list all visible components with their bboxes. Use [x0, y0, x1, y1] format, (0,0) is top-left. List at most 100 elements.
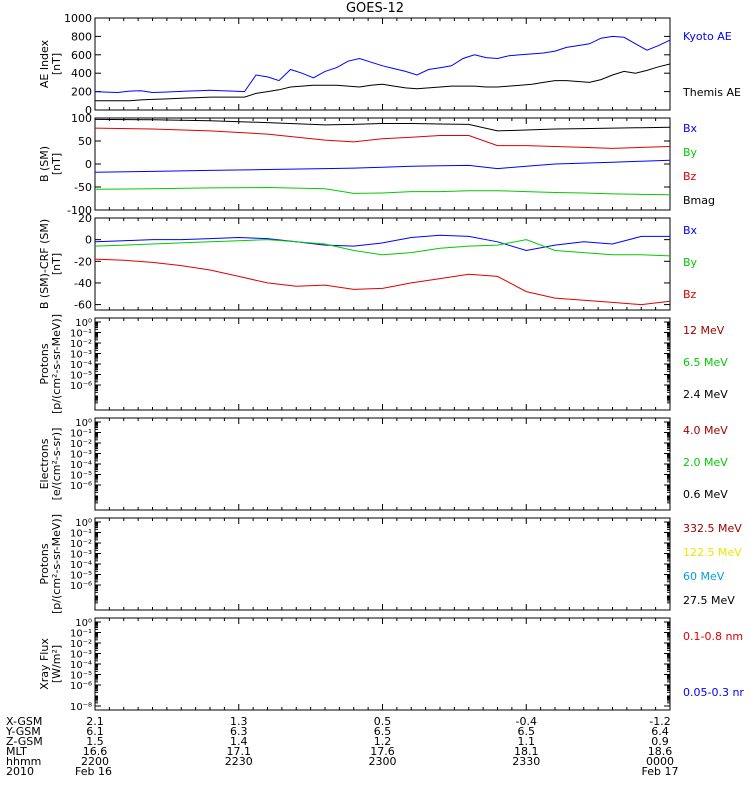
- legend-label: 122.5 MeV: [683, 546, 742, 559]
- series-line-bx: [94, 234, 670, 252]
- panel-6-ytick-label: 10⁻⁵: [70, 571, 92, 582]
- panel-7-ytick-label: 10⁻⁶: [70, 681, 92, 692]
- legend-label: Kyoto AE: [683, 30, 732, 43]
- panel-1-ytick-label: 1000: [64, 12, 92, 25]
- ephemeris-value: 1.4: [230, 735, 248, 748]
- panel-6-ytick-label: 10⁻¹: [70, 529, 92, 540]
- legend-label: 2.0 MeV: [683, 456, 728, 469]
- panel-5-ytick-label: 10⁻⁴: [70, 460, 92, 471]
- legend-label: 0.05-0.3 nr: [683, 686, 744, 699]
- ephemeris-value: 2200: [81, 755, 109, 768]
- legend-label: Bmag: [683, 194, 715, 207]
- legend-label: Themis AE: [682, 86, 741, 99]
- panel-1-ytick-label: 200: [71, 86, 92, 99]
- legend-label: 0.1-0.8 nm: [683, 630, 743, 643]
- panel-4-frame: [94, 317, 671, 411]
- panel-1-ytick-label: 400: [71, 67, 92, 80]
- panel-5-ytick-label: 10⁻³: [70, 450, 92, 461]
- legend-label: Bz: [683, 170, 697, 183]
- panel-3-ylabel: B (SM)-CRF (SM): [38, 219, 51, 309]
- panel-6-ytick-label: 10⁻³: [70, 550, 92, 561]
- panel-4-ytick-label: 10⁻⁵: [70, 371, 92, 382]
- series-line-bx: [94, 159, 671, 173]
- panel-7-ylabel: Xray Flux: [38, 638, 51, 690]
- panel-2-ytick-label: -50: [74, 181, 92, 194]
- ephemeris-value: -0.4: [515, 715, 537, 728]
- series-line-themis-ae: [95, 63, 671, 102]
- series-line-bz: [94, 127, 671, 149]
- ephemeris-value: 2.1: [86, 715, 104, 728]
- ephemeris-value: 2300: [368, 755, 397, 768]
- panel-3-ytick-label: -40: [74, 277, 92, 290]
- panel-4-ytick-label: 10⁻¹: [70, 329, 92, 340]
- legend-label: By: [683, 146, 698, 159]
- panel-5-ylabel: Electrons: [38, 438, 51, 489]
- ephemeris-value: 0000: [646, 755, 674, 768]
- legend-label: Bz: [683, 288, 697, 301]
- legend-label: Bx: [683, 122, 698, 135]
- legend-label: 6.5 MeV: [683, 356, 728, 369]
- ephemeris-value: 18.1: [514, 745, 539, 758]
- panel-5-frame: [94, 417, 671, 511]
- ephemeris-value: 1.1: [517, 735, 536, 748]
- series-line-bmag: [94, 118, 671, 132]
- panel-5-yunit: [e/(cm²-s-sr)]: [50, 428, 63, 501]
- panel-2-ytick-label: -100: [67, 204, 92, 217]
- panel-5-ytick-label: 10⁻⁶: [70, 481, 92, 492]
- panel-4-ylabel: Protons: [38, 343, 51, 384]
- ephemeris-value: 1.3: [230, 715, 248, 728]
- panel-4-ytick-label: 10⁻³: [70, 350, 92, 361]
- panel-5-ytick-label: 10⁻⁵: [70, 471, 92, 482]
- ephemeris-row-label: Y-GSM: [6, 725, 41, 738]
- panel-6-ytick-label: 10⁻⁴: [70, 560, 92, 571]
- legend-label: 12 MeV: [683, 324, 725, 337]
- panel-2-frame: [94, 117, 671, 211]
- panel-4-yunit: [p/(cm²-s-sr-MeV)]: [50, 314, 63, 414]
- ephemeris-value: -1.2: [649, 715, 671, 728]
- ephemeris-row-label: MLT: [6, 745, 27, 758]
- ephemeris-row-label: 2010: [6, 765, 34, 778]
- panel-1-ylabel: AE Index: [38, 39, 51, 88]
- ephemeris-value: 6.4: [651, 725, 669, 738]
- ephemeris-value: 1.5: [86, 735, 104, 748]
- panel-7-ytick-label: 10⁰: [75, 618, 92, 629]
- ephemeris-value: 0.9: [651, 735, 669, 748]
- series-line-by: [94, 239, 671, 257]
- panel-7-frame: [94, 617, 671, 711]
- legend-label: 60 MeV: [683, 570, 725, 583]
- ephemeris-value: Feb 17: [641, 765, 679, 778]
- panel-4-ytick-label: 10⁻⁶: [70, 381, 92, 392]
- ephemeris-value: 2230: [224, 755, 253, 768]
- panel-5-ytick-label: 10⁻¹: [70, 429, 92, 440]
- plot-title: GOES-12: [345, 1, 404, 16]
- ephemeris-value: 0.5: [373, 715, 392, 728]
- ephemeris-value: 1.2: [373, 735, 392, 748]
- panel-2-yunit: [nT]: [50, 153, 63, 175]
- ephemeris-value: 18.6: [647, 745, 673, 758]
- panel-1-ytick-label: 0: [85, 104, 92, 117]
- panel-6-ytick-label: 10⁰: [75, 518, 92, 529]
- ephemeris-value: 6.3: [230, 725, 248, 738]
- panel-7-ytick-label: 10⁻⁸: [70, 702, 92, 713]
- ephemeris-row-label: hhmm: [6, 755, 42, 768]
- panel-1-frame: [94, 17, 671, 111]
- series-line-by: [94, 186, 671, 196]
- panel-6-ytick-label: 10⁻⁶: [70, 581, 92, 592]
- panel-3-ytick-label: 0: [85, 234, 92, 247]
- ephemeris-value: 2330: [512, 755, 541, 768]
- panel-4-ytick-label: 10⁰: [75, 318, 92, 329]
- panel-3-ytick-label: 20: [78, 212, 92, 225]
- ephemeris-value: 6.5: [373, 725, 392, 738]
- ephemeris-value: 17.6: [370, 745, 395, 758]
- panel-5-ytick-label: 10⁻²: [70, 439, 92, 450]
- panel-2-ytick-label: 100: [71, 112, 92, 125]
- legend-label: 332.5 MeV: [683, 522, 742, 535]
- ephemeris-row-label: Z-GSM: [6, 735, 43, 748]
- panel-7-ytick-label: 10⁻²: [70, 639, 92, 650]
- panel-6-ylabel: Protons: [38, 543, 51, 584]
- panel-1-yunit: [nT]: [50, 53, 63, 75]
- panel-2-ytick-label: 0: [85, 158, 92, 171]
- panel-7-ytick-label: 10⁻⁵: [70, 671, 92, 682]
